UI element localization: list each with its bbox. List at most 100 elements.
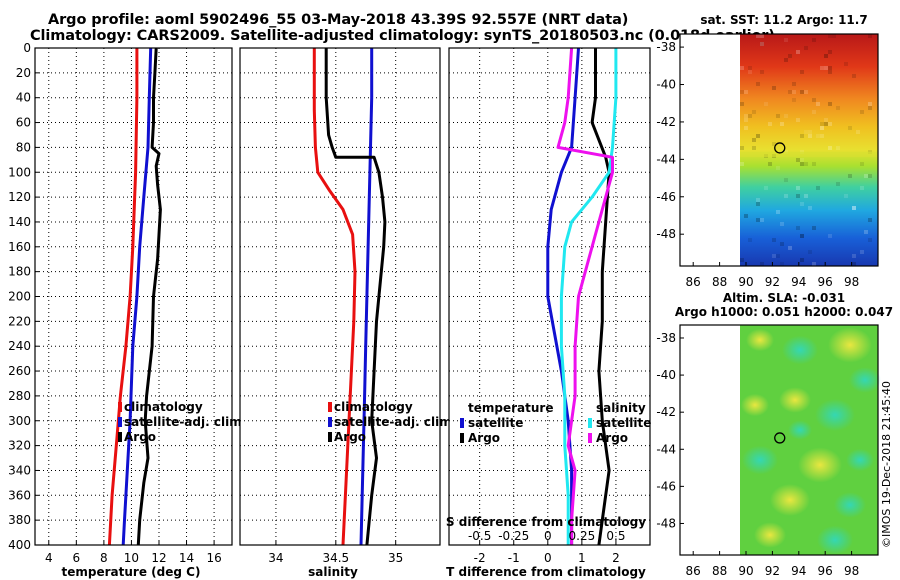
lat-tick-label: -38: [656, 40, 676, 54]
difference-legend-salinity: salinity satellite Argo: [588, 401, 651, 445]
difference-panel: -2 -1 0 1 2 -0.5 -0.25 0 0.25 0.5 S difference f…: [446, 47, 651, 579]
sst-pixel: [780, 222, 784, 226]
lon-tick-label: 98: [844, 564, 859, 578]
sst-pixel: [852, 254, 856, 258]
lat-tick-label: -42: [656, 405, 676, 419]
sst-pixel: [768, 162, 772, 166]
sst-pixel: [788, 90, 792, 94]
sst-pixel: [792, 82, 796, 86]
sst-pixel: [776, 254, 780, 258]
lon-tick-label: 94: [791, 275, 806, 289]
y-tick-label: 60: [16, 116, 31, 130]
sst-pixel: [816, 134, 820, 138]
sst-pixel: [820, 126, 824, 130]
sst-pixel: [844, 194, 848, 198]
y-tick-label: 20: [16, 66, 31, 80]
sla-anomaly-blob: [754, 522, 786, 548]
x-tick-label: 16: [206, 551, 221, 565]
x2-tick-label: 0.5: [606, 529, 625, 543]
legend-label-climatology: climatology: [124, 400, 203, 414]
salinity-xlabel: salinity: [308, 565, 358, 579]
sst-pixel: [804, 90, 808, 94]
legend-swatch-argo: [118, 432, 122, 442]
sst-pixel: [784, 194, 788, 198]
lat-tick-label: -48: [656, 227, 676, 241]
sst-pixel: [748, 114, 752, 118]
legend-swatch-climatology: [328, 402, 332, 412]
sst-pixel: [808, 250, 812, 254]
sla-anomaly-blob: [741, 393, 769, 417]
temperature-grid: [35, 47, 232, 546]
sst-pixel: [812, 98, 816, 102]
sla-anomaly-blob: [846, 448, 874, 472]
legend-title-salinity: salinity: [596, 401, 646, 415]
sst-pixel: [852, 262, 856, 266]
sst-map: sat. SST: 11.2 Argo: 11.7 -38 -40 -42 -44 -4…: [656, 13, 879, 289]
lat-tick-label: -44: [656, 442, 676, 456]
sst-pixel: [820, 126, 824, 130]
sst-pixel: [740, 146, 744, 150]
lon-tick-label: 94: [791, 564, 806, 578]
sst-pixel: [788, 246, 792, 250]
sst-pixel: [780, 262, 784, 266]
legend-label-s-argo: Argo: [596, 431, 628, 445]
sst-pixel: [784, 58, 788, 62]
sst-pixel: [828, 102, 832, 106]
series-line-t-argo: [590, 48, 611, 545]
sst-pixel: [796, 158, 800, 162]
y-tick-label: 320: [8, 439, 31, 453]
legend-swatch-t-satellite: [460, 418, 464, 428]
lat-tick-label: -40: [656, 78, 676, 92]
sst-pixel: [824, 118, 828, 122]
argo-position-marker: [774, 142, 786, 154]
x-tick-label: 34: [268, 551, 283, 565]
sst-pixel: [860, 250, 864, 254]
sst-pixel: [804, 46, 808, 50]
sst-pixel: [748, 66, 752, 70]
lon-tick-label: 90: [738, 564, 753, 578]
sst-pixel: [788, 54, 792, 58]
sla-anomaly-blob: [788, 420, 812, 440]
sst-pixel: [808, 130, 812, 134]
lon-tick-label: 92: [765, 564, 780, 578]
lon-tick-label: 86: [686, 564, 701, 578]
sst-pixel: [796, 194, 800, 198]
sla-anomaly-blob: [817, 525, 853, 555]
legend-label-satellite: satellite-adj. clim.: [334, 415, 456, 429]
sst-pixel: [820, 122, 824, 126]
y-tick-label: 120: [8, 190, 31, 204]
sst-pixel: [808, 206, 812, 210]
y-tick-label: 260: [8, 364, 31, 378]
sst-pixel: [792, 98, 796, 102]
sst-pixel: [800, 90, 804, 94]
series-line-climatology: [312, 48, 357, 545]
y-tick-label: 80: [16, 140, 31, 154]
sst-pixel: [844, 62, 848, 66]
sst-pixel: [860, 110, 864, 114]
sst-pixel: [752, 146, 756, 150]
salinity-x-axis: 34 34.5 35: [268, 541, 403, 565]
difference-legend-temperature: temperature satellite Argo: [460, 401, 553, 445]
sst-pixel: [852, 74, 856, 78]
sst-pixel: [836, 146, 840, 150]
sst-pixel: [784, 178, 788, 182]
sst-pixel: [824, 54, 828, 58]
sst-pixel: [812, 262, 816, 266]
sst-pixel: [836, 182, 840, 186]
sst-pixel: [824, 66, 828, 70]
sst-pixel: [848, 174, 852, 178]
x-tick-label: 34.5: [322, 551, 349, 565]
lon-tick-label: 96: [818, 564, 833, 578]
sst-pixel: [800, 134, 804, 138]
sst-lat-axis: -38 -40 -42 -44 -46 -48: [656, 40, 684, 241]
sst-pixel: [776, 166, 780, 170]
legend-swatch-argo: [328, 432, 332, 442]
sst-pixel: [864, 230, 868, 234]
temperature-panel: 0 20 40 60 80 100 120 140 160 180 200 220 240 260 280 3…: [8, 41, 246, 579]
sla-anomaly-blob: [834, 492, 866, 518]
sst-pixel: [800, 162, 804, 166]
sst-pixel: [772, 86, 776, 90]
sst-pixel: [740, 90, 744, 94]
depth-axis: 0 20 40 60 80 100 120 140 160 180 200 220 240 260 280 3…: [8, 41, 39, 552]
sla-anomaly-pattern: [741, 327, 881, 555]
